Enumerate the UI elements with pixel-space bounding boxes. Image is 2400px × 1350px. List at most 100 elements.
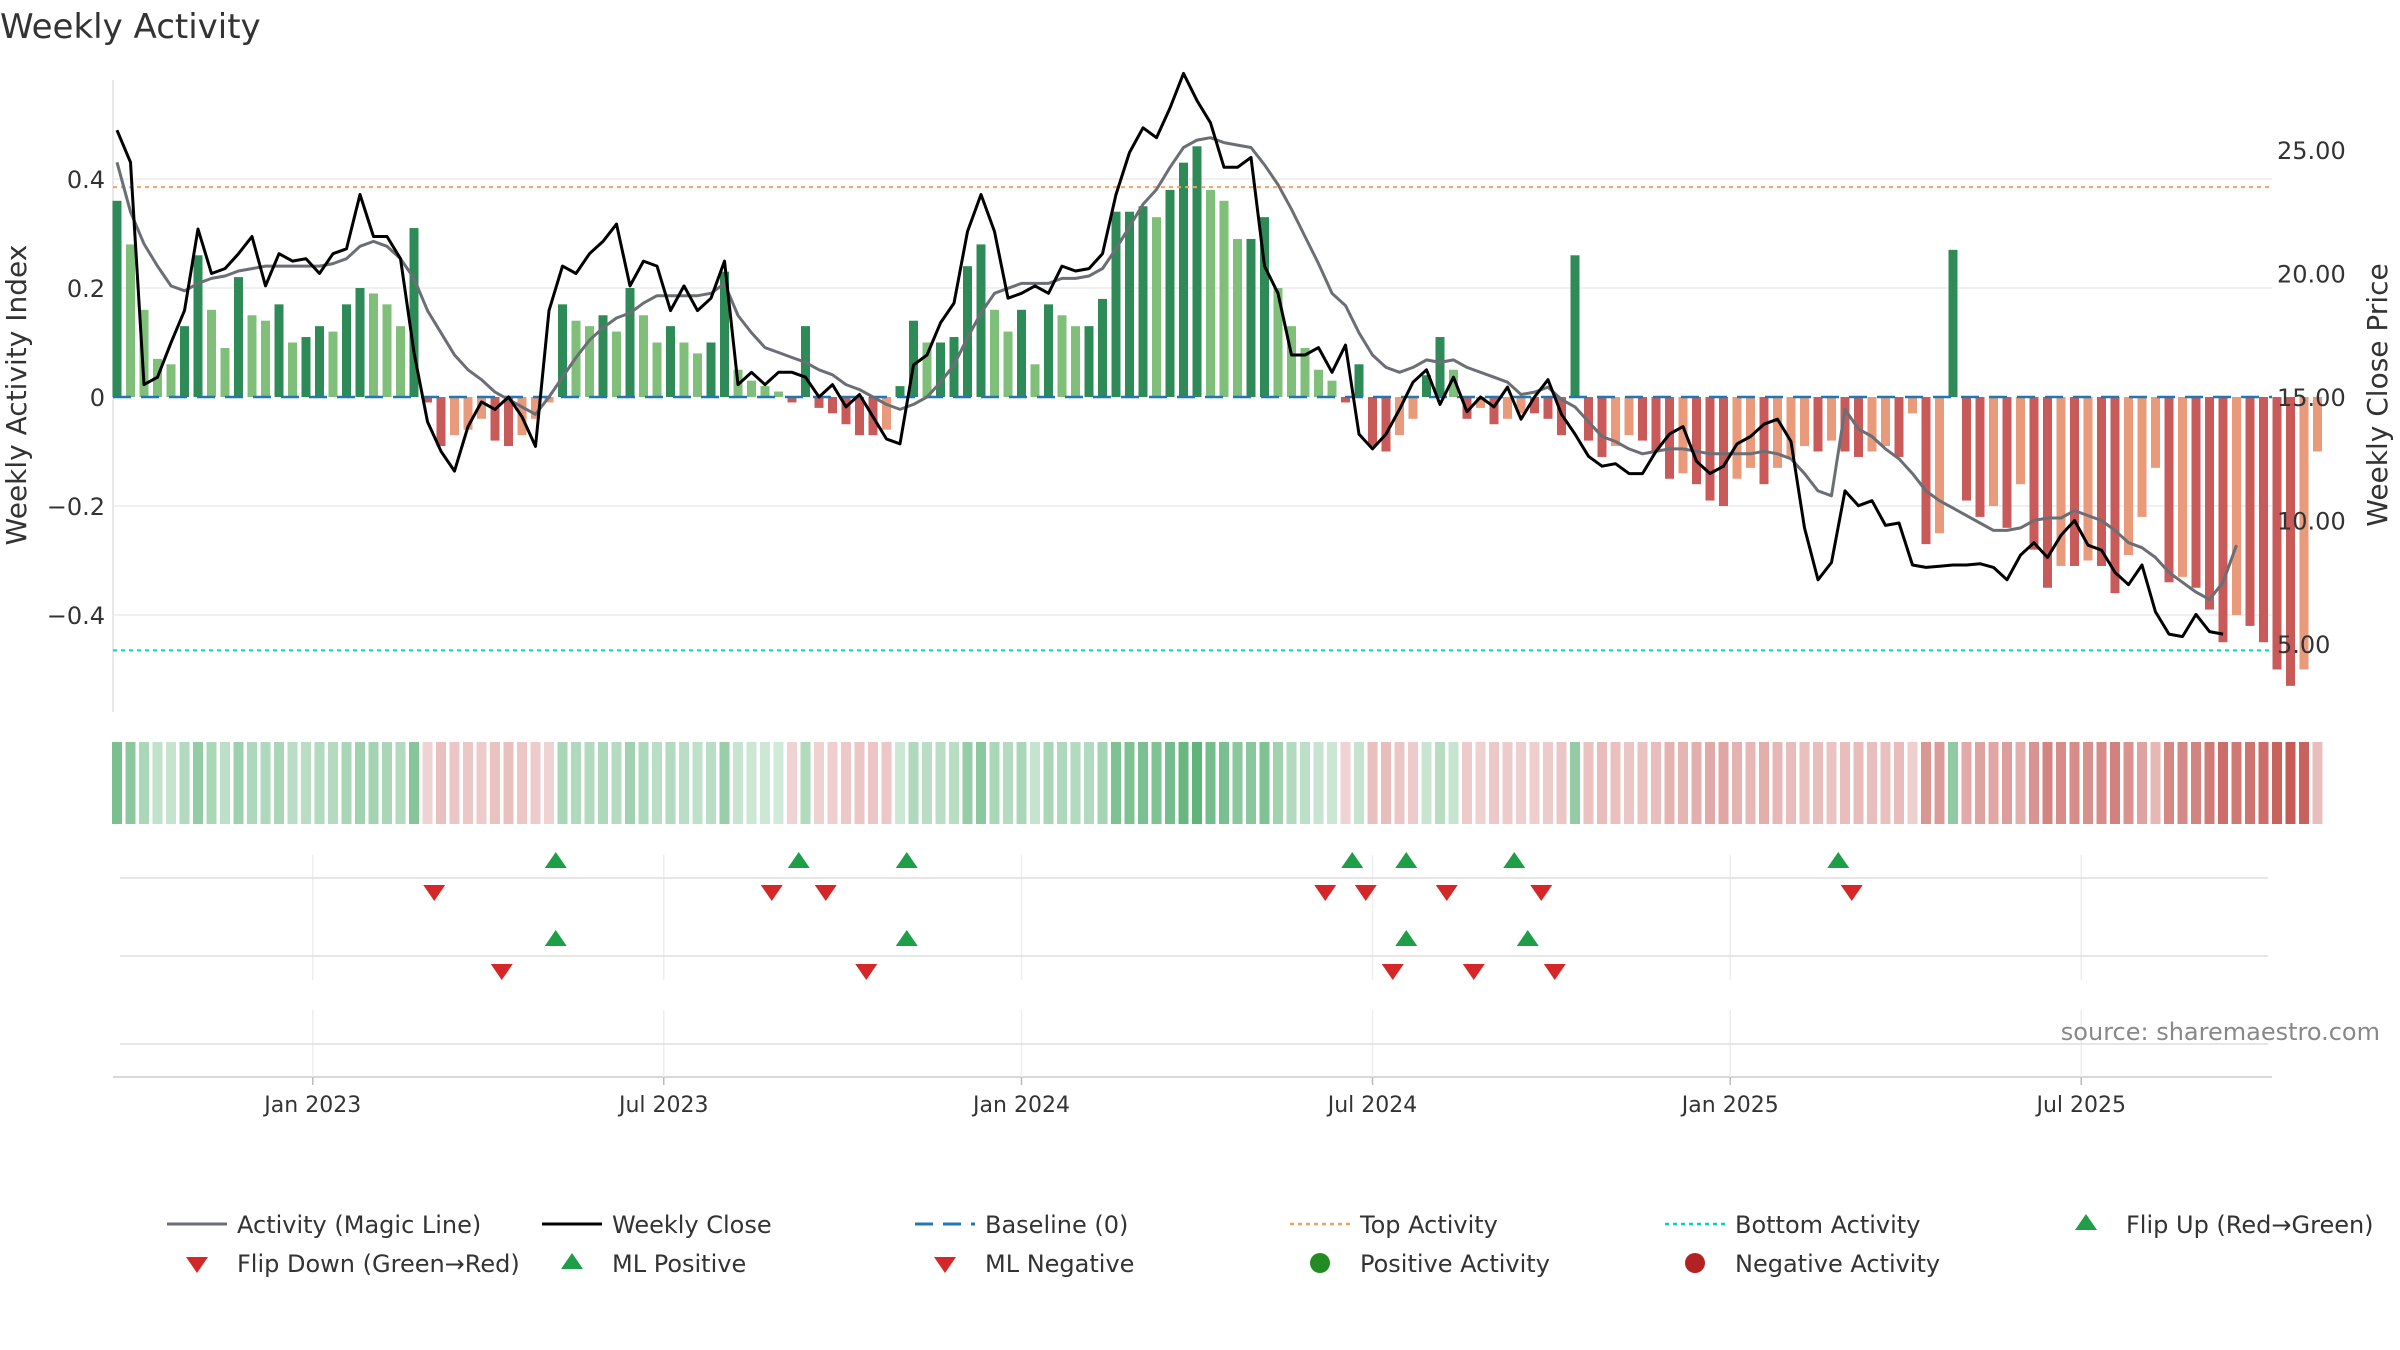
activity-bar	[2164, 397, 2174, 583]
heat-cell	[1975, 742, 1985, 824]
activity-bar	[139, 309, 149, 397]
activity-bar	[2070, 397, 2079, 566]
heat-cell	[1961, 742, 1972, 824]
heat-cell	[1192, 742, 1202, 824]
flip-down-marker	[1314, 885, 1337, 901]
heat-cell	[1772, 742, 1783, 824]
legend-swatch-down	[186, 1257, 208, 1273]
activity-bar	[720, 271, 729, 397]
heat-cell	[166, 742, 176, 824]
activity-bar	[1152, 217, 1161, 397]
chart-title: Weekly Activity	[0, 7, 261, 47]
heat-cell	[139, 742, 149, 824]
heat-cell	[395, 742, 406, 824]
activity-bar	[1732, 397, 1742, 479]
heat-cell	[1529, 742, 1540, 824]
heat-cell	[1219, 742, 1229, 824]
flip-up-marker	[1341, 852, 1364, 868]
activity-bar	[1638, 397, 1647, 441]
heat-cell	[854, 742, 865, 824]
heat-cell	[1840, 742, 1850, 824]
heat-cell	[935, 742, 946, 824]
heat-cell	[1030, 742, 1040, 824]
activity-bar	[1624, 397, 1634, 436]
legend-label: Weekly Close	[612, 1211, 772, 1239]
activity-bar	[2272, 397, 2282, 670]
activity-bar	[841, 397, 851, 425]
heat-cell	[692, 742, 703, 824]
legend-label: Positive Activity	[1360, 1250, 1550, 1278]
heat-cell	[1516, 742, 1526, 824]
activity-bar	[1975, 397, 1985, 517]
activity-bar	[1570, 255, 1580, 397]
activity-bar	[2083, 397, 2093, 561]
activity-bar	[855, 397, 864, 436]
activity-heat-strip	[112, 742, 2323, 824]
heat-cell	[260, 742, 271, 824]
heat-cell	[1381, 742, 1391, 824]
activity-bar	[1084, 326, 1094, 397]
activity-bar	[288, 342, 297, 397]
activity-bar	[247, 315, 257, 397]
heat-cell	[1624, 742, 1634, 824]
heat-cell	[1813, 742, 1823, 824]
heat-cell	[490, 742, 500, 824]
activity-bar	[1989, 397, 1998, 506]
x-tick-label: Jul 2024	[1326, 1093, 1418, 1118]
heat-cell	[1016, 742, 1027, 824]
heat-cell	[1664, 742, 1675, 824]
activity-bar	[1449, 369, 1458, 397]
activity-bar	[1395, 397, 1404, 436]
activity-bar	[1206, 189, 1215, 397]
activity-bar	[2110, 397, 2120, 594]
heat-cell	[125, 742, 136, 824]
activity-bar	[1233, 238, 1242, 397]
heat-cell	[1448, 742, 1459, 824]
heat-cell	[814, 742, 824, 824]
heat-cell	[908, 742, 919, 824]
y2-axis-label: Weekly Close Price	[2361, 263, 2394, 526]
activity-bar	[1597, 397, 1607, 457]
heat-cell	[1205, 742, 1216, 824]
activity-bar	[558, 304, 567, 397]
heat-cell	[1259, 742, 1270, 824]
heat-cell	[1354, 742, 1364, 824]
activity-bar	[1408, 397, 1418, 419]
ml-negative-marker	[1462, 964, 1485, 980]
heat-cell	[247, 742, 257, 824]
heat-cell	[2029, 742, 2039, 824]
heat-cell	[1543, 742, 1553, 824]
heat-cell	[206, 742, 217, 824]
activity-bar	[1611, 397, 1620, 447]
source-credit: source: sharemaestro.com	[2061, 1018, 2380, 1046]
heat-cell	[112, 742, 122, 824]
activity-bar	[2056, 397, 2066, 566]
heat-cell	[1435, 742, 1445, 824]
activity-bar	[301, 337, 311, 397]
activity-bar	[1273, 288, 1283, 397]
heat-cell	[584, 742, 595, 824]
heat-cell	[571, 742, 581, 824]
heat-cell	[314, 742, 325, 824]
heat-cell	[517, 742, 527, 824]
activity-bar	[544, 397, 554, 403]
heat-cell	[1462, 742, 1472, 824]
heat-cell	[1124, 742, 1135, 824]
activity-bar	[1503, 397, 1512, 419]
heat-cell	[1570, 742, 1580, 824]
activity-bar	[2259, 397, 2268, 643]
heat-cell	[1894, 742, 1904, 824]
activity-bar	[193, 255, 203, 397]
legend-label: Bottom Activity	[1735, 1211, 1920, 1239]
heat-cell	[1799, 742, 1810, 824]
heat-cell	[2123, 742, 2134, 824]
activity-bar	[814, 397, 824, 408]
activity-bar	[936, 342, 945, 397]
flip-down-marker	[1354, 885, 1377, 901]
activity-bar	[990, 309, 999, 397]
activity-bar	[747, 380, 756, 397]
heat-cell	[1637, 742, 1648, 824]
heat-cell	[287, 742, 298, 824]
activity-bar	[274, 304, 284, 397]
x-tick-label: Jul 2025	[2034, 1093, 2126, 1118]
